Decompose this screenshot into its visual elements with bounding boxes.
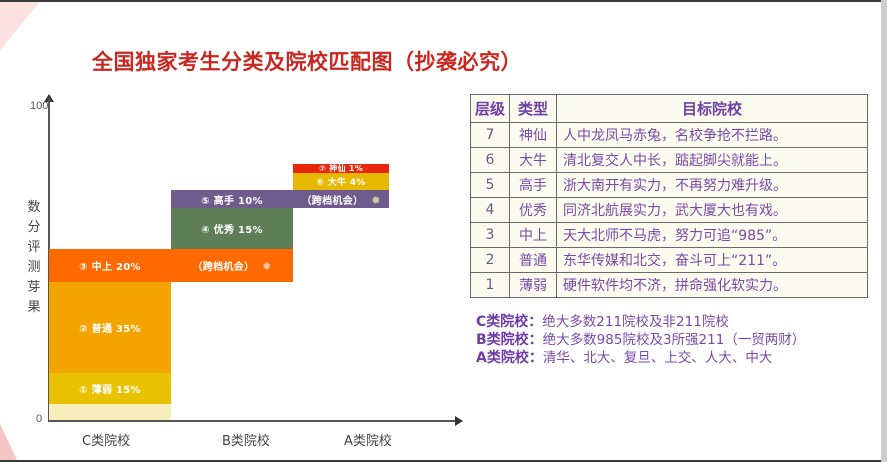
band-tier2-label: ② 普通 35% [79, 324, 141, 335]
cell-type: 大牛 [509, 147, 558, 173]
band-tier7-a: ⑦ 神仙 1% [293, 164, 389, 173]
band-tier7-label: ⑦ 神仙 1% [318, 164, 364, 173]
legend-item-c: C类院校：绝大多数211院校及非211院校 [476, 313, 805, 331]
window-right-border [881, 0, 887, 462]
star-burst-icon: ✹ [371, 193, 381, 207]
cell-level: 3 [469, 222, 511, 248]
y-axis-label: 数分评测芽果 [26, 198, 42, 318]
y-tick-100: 100 [30, 100, 49, 112]
x-axis [48, 420, 456, 422]
legend-key: A类院校： [476, 350, 543, 366]
x-label-a: A类院校 [344, 434, 392, 449]
band-tier4-b: ④ 优秀 15% [171, 208, 293, 249]
band-tier3-label: ③ 中上 20% [79, 262, 141, 273]
table-header-row: 层级 类型 目标院校 [469, 94, 869, 123]
table-row: 6 大牛 清北复交人中长，踮起脚尖就能上。 [469, 147, 869, 173]
table-row: 5 高手 浙大南开有实力，不再努力难升级。 [469, 172, 869, 198]
cell-target: 清北复交人中长，踮起脚尖就能上。 [556, 147, 869, 173]
x-label-b: B类院校 [222, 434, 270, 449]
cross-chance-label: （跨档机会） [301, 195, 364, 207]
cell-type: 高手 [509, 172, 558, 198]
cell-level: 1 [469, 272, 511, 298]
header-level: 层级 [469, 94, 511, 123]
legend-value: 清华、北大、复旦、上交、人大、中大 [542, 350, 773, 366]
band-tier3-cross: （跨档机会） ✹ [171, 258, 293, 273]
x-axis-arrow-icon [455, 416, 463, 426]
legend-item-a: A类院校：清华、北大、复旦、上交、人大、中大 [476, 349, 805, 367]
band-tier6-label: ⑥ 大牛 4% [316, 178, 366, 188]
cell-type: 普通 [509, 247, 558, 273]
legend-value: 绝大多数211院校及非211院校 [542, 314, 729, 330]
legend-value: 绝大多数985院校及3所强211（一贸两财） [542, 332, 806, 348]
tier-table: 层级 类型 目标院校 7 神仙 人中龙凤马赤兔，名校争抢不拦路。 6 大牛 清北复交人中… [469, 94, 869, 298]
table-row: 7 神仙 人中龙凤马赤兔，名校争抢不拦路。 [469, 122, 869, 148]
band-tier4-label: ④ 优秀 15% [201, 225, 263, 236]
cell-target: 硬件软件均不济，拼命强化软实力。 [556, 272, 869, 298]
cell-type: 神仙 [509, 122, 558, 148]
cell-target: 东华传媒和北交，奋斗可上“211”。 [556, 247, 869, 273]
decor-corner-top-left [0, 2, 40, 50]
header-type: 类型 [509, 94, 558, 123]
legend-key: C类院校： [476, 314, 543, 330]
cell-level: 6 [469, 147, 511, 173]
table-row: 2 普通 东华传媒和北交，奋斗可上“211”。 [469, 247, 869, 273]
cell-type: 薄弱 [509, 272, 558, 298]
band-tier5-cross: （跨档机会） ✹ [293, 192, 389, 207]
cell-type: 中上 [509, 222, 558, 248]
band-tier1-c: ① 薄弱 15% [49, 373, 171, 404]
cell-type: 优秀 [509, 197, 558, 223]
y-axis-label-text: 数分评测芽果 [27, 200, 41, 315]
cell-target: 浙大南开有实力，不再努力难升级。 [556, 172, 869, 198]
decor-corner-bottom-left [0, 424, 18, 460]
table-row: 4 优秀 同济北航展实力，武大厦大也有戏。 [469, 197, 869, 223]
legend-key: B类院校： [476, 332, 543, 348]
table-row: 1 薄弱 硬件软件均不济，拼命强化软实力。 [469, 272, 869, 298]
cross-chance-label: （跨档机会） [192, 262, 255, 273]
legend-item-b: B类院校：绝大多数985院校及3所强211（一贸两财） [476, 331, 805, 349]
band-base-c [49, 404, 171, 420]
cell-level: 2 [469, 247, 511, 273]
header-target: 目标院校 [556, 94, 869, 123]
school-category-legend: C类院校：绝大多数211院校及非211院校 B类院校：绝大多数985院校及3所强… [476, 313, 805, 367]
band-tier6-a: ⑥ 大牛 4% [293, 173, 389, 190]
star-burst-icon: ✹ [262, 260, 272, 273]
slide-title: 全国独家考生分类及院校匹配图（抄袭必究） [92, 50, 522, 74]
band-tier3: ③ 中上 20% （跨档机会） ✹ [49, 249, 293, 282]
x-label-c: C类院校 [82, 434, 131, 449]
table-row: 3 中上 天大北师不马虎，努力可追“985”。 [469, 222, 869, 248]
y-tick-0: 0 [36, 413, 43, 425]
band-tier5-label: ⑤ 高手 10% [201, 195, 263, 207]
cell-level: 5 [469, 172, 511, 198]
band-tier2-c: ② 普通 35% [49, 282, 171, 373]
band-tier5: ⑤ 高手 10% （跨档机会） ✹ [171, 190, 389, 208]
cell-target: 同济北航展实力，武大厦大也有戏。 [556, 197, 869, 223]
band-tier1-label: ① 薄弱 15% [79, 385, 141, 396]
cell-target: 天大北师不马虎，努力可追“985”。 [556, 222, 869, 248]
y-axis [48, 98, 50, 421]
cell-target: 人中龙凤马赤兔，名校争抢不拦路。 [556, 122, 869, 148]
cell-level: 4 [469, 197, 511, 223]
cell-level: 7 [469, 122, 511, 148]
